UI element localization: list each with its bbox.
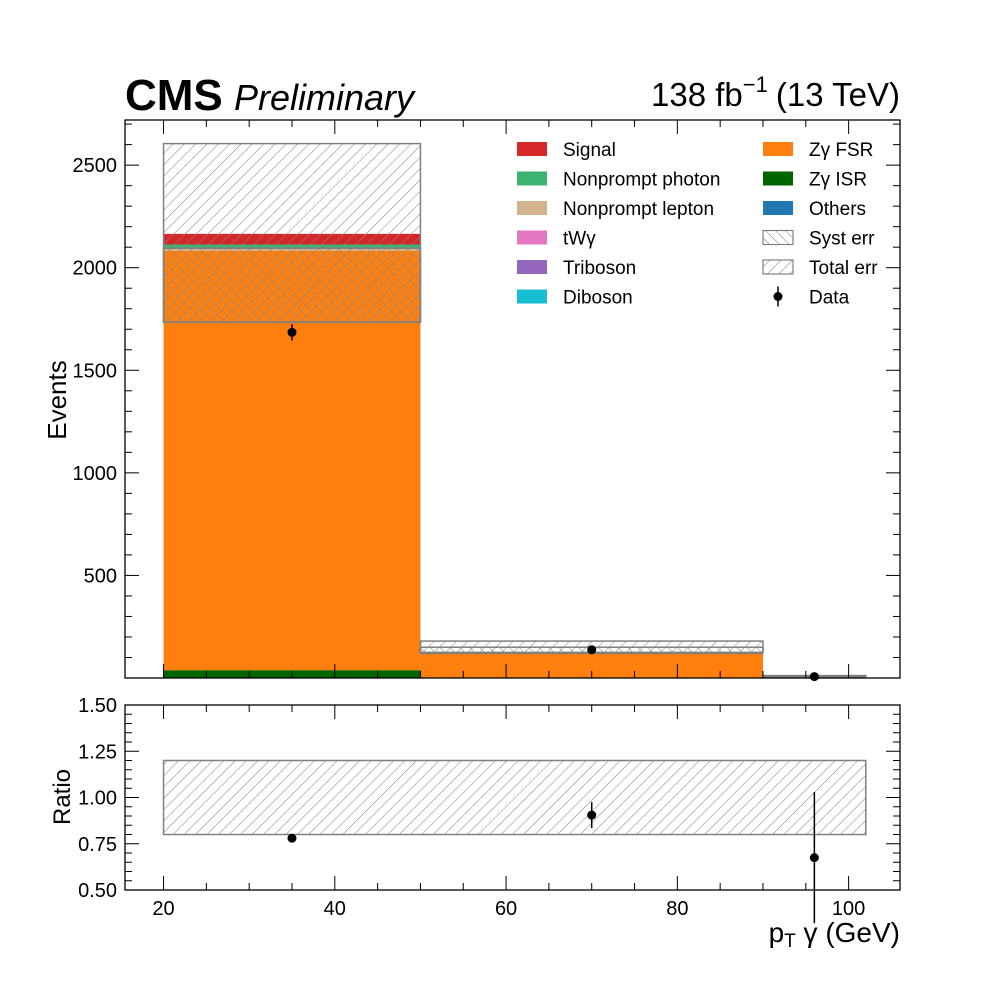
legend-label-data: Data: [809, 288, 850, 309]
legend-label-tw-: tWγ: [563, 229, 596, 250]
x-axis-title: pT γ (GeV): [769, 917, 900, 952]
energy-label: (13 TeV): [776, 76, 900, 113]
x-tick-label-20: 20: [152, 898, 174, 920]
legend-swatch-syst-err: [763, 231, 793, 245]
legend-label-diboson: Diboson: [563, 288, 633, 309]
legend: Signal Nonprompt photon Nonprompt lepton tW…: [517, 140, 878, 309]
y-tick-label-2000: 2000: [73, 258, 118, 280]
legend-swatch-triboson: [517, 260, 547, 274]
legend-label-triboson: Triboson: [563, 258, 636, 279]
x-tick-label-60: 60: [495, 898, 517, 920]
y-axis-title-ratio: Ratio: [49, 769, 76, 825]
legend-marker-data: [774, 292, 783, 301]
x-axis-title-sub: T: [784, 931, 796, 952]
legend-swatch-total-err: [763, 260, 793, 274]
legend-label-total-err: Total err: [809, 258, 878, 279]
ratio-point-1: [587, 811, 596, 820]
legend-label-z-isr: Zγ ISR: [809, 170, 867, 191]
legend-swatch-nonprompt-photon: [517, 172, 547, 186]
ratio-point-2: [810, 853, 819, 862]
y-axis-title-main: Events: [42, 360, 72, 440]
ratio-point-0: [287, 834, 296, 843]
legend-label-nonprompt-lepton: Nonprompt lepton: [563, 199, 714, 220]
ratio-y-tick-label-1.00: 1.00: [78, 788, 117, 810]
legend-label-syst-err: Syst err: [809, 229, 875, 250]
x-tick-label-40: 40: [324, 898, 346, 920]
legend-swatch-others: [763, 201, 793, 215]
x-axis-title-main: p: [769, 917, 785, 948]
ratio-y-tick-label-1.50: 1.50: [78, 695, 117, 717]
legend-swatch-z-fsr: [763, 142, 793, 156]
syst-err-band-bin-0: [164, 248, 421, 322]
legend-swatch-nonprompt-lepton: [517, 201, 547, 215]
data-point-0: [287, 328, 296, 337]
y-tick-label-1000: 1000: [73, 463, 118, 485]
legend-swatch-signal: [517, 142, 547, 156]
legend-swatch-tw-: [517, 231, 547, 245]
legend-label-nonprompt-photon: Nonprompt photon: [563, 170, 720, 191]
ratio-err-band: [164, 761, 866, 835]
legend-label-z-fsr: Zγ FSR: [809, 140, 873, 161]
x-axis-title-rest: γ (GeV): [796, 917, 900, 948]
y-tick-label-500: 500: [84, 565, 117, 587]
legend-label-signal: Signal: [563, 140, 616, 161]
ratio-y-tick-label-0.50: 0.50: [78, 880, 117, 902]
lumi-label: 138 fb−1 (13 TeV): [651, 72, 900, 113]
legend-swatch-diboson: [517, 290, 547, 304]
lumi-exponent: −1: [743, 72, 768, 97]
y-tick-label-2500: 2500: [73, 155, 118, 177]
ratio-y-tick-label-1.25: 1.25: [78, 741, 117, 763]
legend-label-others: Others: [809, 199, 866, 220]
experiment-label: CMS: [125, 71, 223, 120]
data-point-2: [810, 672, 819, 681]
data-point-1: [587, 645, 596, 654]
legend-swatch-z-isr: [763, 172, 793, 186]
y-tick-label-1500: 1500: [73, 360, 118, 382]
lumi-value: 138 fb: [651, 76, 743, 113]
ratio-y-tick-label-0.75: 0.75: [78, 834, 117, 856]
status-label: Preliminary: [234, 77, 416, 118]
x-tick-label-80: 80: [666, 898, 688, 920]
